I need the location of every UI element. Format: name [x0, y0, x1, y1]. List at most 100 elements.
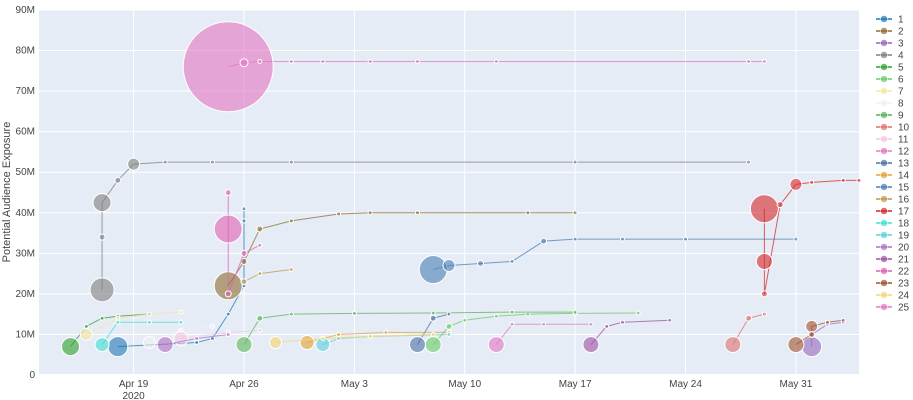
data-point[interactable] [430, 331, 436, 337]
data-point[interactable] [582, 336, 600, 354]
data-point[interactable] [213, 214, 243, 244]
data-point[interactable] [572, 159, 578, 165]
data-point[interactable] [793, 236, 799, 242]
data-point[interactable] [789, 177, 803, 191]
data-point[interactable] [808, 330, 816, 338]
data-point[interactable] [194, 340, 200, 346]
data-point[interactable] [142, 336, 156, 350]
data-point[interactable] [182, 21, 274, 113]
data-point[interactable] [240, 278, 248, 286]
legend-item-2[interactable]: 2 [876, 27, 904, 38]
data-point[interactable] [787, 336, 805, 354]
data-point[interactable] [240, 249, 248, 257]
data-point[interactable] [414, 210, 420, 216]
legend-item-12[interactable]: 12 [876, 147, 910, 158]
legend-item-25[interactable]: 25 [876, 303, 910, 314]
data-point[interactable] [89, 277, 115, 303]
data-point[interactable] [509, 309, 515, 315]
data-point[interactable] [588, 321, 594, 327]
data-point[interactable] [801, 336, 823, 358]
data-point[interactable] [107, 336, 129, 358]
data-point[interactable] [604, 323, 610, 329]
data-point[interactable] [79, 327, 93, 341]
data-point[interactable] [445, 322, 453, 330]
data-point[interactable] [320, 59, 326, 65]
data-point[interactable] [288, 267, 294, 273]
data-point[interactable] [288, 218, 294, 224]
data-point[interactable] [336, 331, 342, 337]
data-point[interactable] [114, 176, 122, 184]
data-point[interactable] [667, 317, 673, 323]
data-point[interactable] [493, 59, 499, 65]
data-point[interactable] [83, 323, 89, 329]
data-point[interactable] [146, 319, 152, 325]
data-point[interactable] [257, 271, 263, 277]
legend[interactable]: 1234567891011121314151617181920212223242… [876, 15, 910, 314]
data-point[interactable] [749, 194, 779, 224]
data-point[interactable] [840, 317, 846, 323]
data-point[interactable] [424, 336, 442, 354]
legend-item-9[interactable]: 9 [876, 111, 904, 122]
data-point[interactable] [127, 157, 141, 171]
data-point[interactable] [336, 336, 342, 341]
legend-item-11[interactable]: 11 [876, 135, 909, 146]
data-point[interactable] [178, 319, 184, 325]
data-point[interactable] [746, 59, 752, 65]
data-point[interactable] [115, 319, 121, 325]
legend-item-4[interactable]: 4 [876, 51, 904, 62]
data-point[interactable] [509, 321, 515, 327]
data-point[interactable] [269, 336, 283, 350]
data-point[interactable] [94, 337, 110, 353]
data-point[interactable] [619, 319, 625, 325]
data-point[interactable] [225, 331, 231, 337]
legend-item-23[interactable]: 23 [876, 279, 910, 290]
data-point[interactable] [224, 290, 232, 298]
data-point[interactable] [462, 317, 468, 323]
data-point[interactable] [509, 258, 515, 264]
legend-item-24[interactable]: 24 [876, 291, 910, 302]
data-point[interactable] [477, 259, 485, 267]
legend-item-16[interactable]: 16 [876, 195, 910, 206]
data-point[interactable] [320, 336, 326, 341]
data-point[interactable] [856, 177, 862, 183]
data-point[interactable] [493, 313, 499, 319]
data-point[interactable] [336, 211, 342, 217]
data-point[interactable] [351, 310, 357, 316]
legend-item-1[interactable]: 1 [876, 15, 904, 26]
data-point[interactable] [761, 311, 767, 317]
data-point[interactable] [257, 242, 263, 248]
data-point[interactable] [115, 315, 121, 321]
data-point[interactable] [724, 336, 742, 354]
data-point[interactable] [683, 236, 689, 242]
legend-item-8[interactable]: 8 [876, 99, 904, 110]
data-point[interactable] [430, 310, 436, 316]
data-point[interactable] [635, 310, 641, 316]
legend-item-7[interactable]: 7 [876, 87, 904, 98]
legend-item-6[interactable]: 6 [876, 75, 904, 86]
data-point[interactable] [418, 255, 448, 285]
data-point[interactable] [61, 337, 81, 357]
data-point[interactable] [235, 336, 253, 354]
data-point[interactable] [146, 311, 152, 317]
data-point[interactable] [209, 323, 215, 329]
legend-item-3[interactable]: 3 [876, 39, 904, 50]
data-point[interactable] [809, 179, 815, 185]
data-point[interactable] [805, 319, 819, 333]
data-point[interactable] [840, 177, 846, 183]
legend-item-17[interactable]: 17 [876, 207, 910, 218]
data-point[interactable] [239, 58, 249, 68]
data-point[interactable] [209, 159, 215, 165]
data-point[interactable] [572, 236, 578, 242]
data-point[interactable] [257, 327, 263, 333]
legend-item-13[interactable]: 13 [876, 159, 910, 170]
legend-item-20[interactable]: 20 [876, 243, 910, 254]
data-point[interactable] [760, 290, 768, 298]
data-point[interactable] [541, 321, 547, 327]
data-point[interactable] [256, 225, 264, 233]
data-point[interactable] [288, 311, 294, 317]
data-point[interactable] [257, 59, 263, 65]
legend-item-10[interactable]: 10 [876, 123, 910, 134]
data-point[interactable] [755, 252, 773, 270]
legend-item-18[interactable]: 18 [876, 219, 910, 230]
legend-item-22[interactable]: 22 [876, 267, 910, 278]
